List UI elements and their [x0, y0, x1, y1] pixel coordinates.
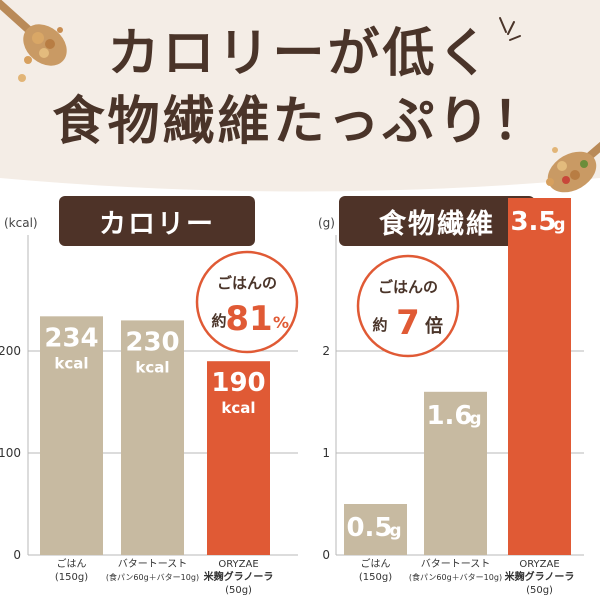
headline-line-1: カロリーが低く — [107, 24, 493, 84]
fiber-value-unit: g — [469, 409, 481, 429]
fiber-callout-suffix: 倍 — [425, 315, 443, 337]
fiber-category-detail: (50g) — [526, 585, 553, 596]
fiber-callout-value: 7 — [396, 303, 420, 343]
fiber-value-label: 3.5 — [510, 207, 556, 237]
headline-line-2: 食物繊維たっぷり！ — [52, 92, 548, 152]
calorie-value-label: 234 — [44, 323, 98, 353]
fiber-value-label: 0.5 — [346, 513, 392, 543]
fiber-category-label: ORYZAE — [519, 559, 559, 570]
calorie-category-detail: (食パン60g＋バター10g) — [106, 572, 199, 582]
fiber-unit-label: (g) — [318, 216, 335, 230]
header-background — [0, 0, 600, 193]
fiber-bar — [344, 504, 407, 555]
calorie-unit-label: (kcal) — [4, 216, 38, 230]
calorie-tick-label: 100 — [0, 446, 21, 460]
fiber-callout-line1: ごはんの — [378, 278, 438, 296]
fiber-bar — [424, 391, 487, 555]
calorie-callout-line1: ごはんの — [217, 274, 277, 292]
calorie-tick-label: 0 — [13, 548, 21, 562]
fiber-callout-prefix: 約 — [372, 316, 387, 334]
fiber-value-label: 1.6 — [426, 401, 472, 431]
fiber-category-detail: (食パン60g＋バター10g) — [409, 572, 502, 582]
calorie-category-detail: (50g) — [225, 585, 252, 596]
fiber-category-label: バタートースト — [421, 558, 491, 570]
fiber-tick-label: 2 — [322, 344, 330, 358]
calorie-callout-prefix: 約 — [211, 312, 226, 330]
calorie-value-label: 190 — [211, 368, 265, 398]
fiber-category-label-2: 米麹グラノーラ — [505, 570, 575, 583]
calorie-callout-circle — [195, 250, 299, 354]
calorie-bar — [121, 320, 184, 555]
calorie-value-unit: kcal — [135, 358, 169, 376]
calorie-category-detail: (150g) — [55, 572, 88, 583]
fiber-bar — [508, 198, 571, 555]
calorie-callout-suffix: % — [273, 313, 289, 332]
calorie-category-label: ごはん — [57, 557, 87, 570]
calorie-bar — [40, 316, 103, 555]
calorie-value-unit: kcal — [221, 399, 255, 417]
calorie-value-unit: kcal — [54, 354, 88, 372]
granola-spoon-icon — [0, 0, 67, 82]
fiber-tick-label: 0 — [322, 548, 330, 562]
calorie-tick-label: 200 — [0, 344, 21, 358]
calorie-chart-title: カロリー — [59, 196, 255, 246]
calorie-category-label-2: 米麹グラノーラ — [204, 570, 274, 583]
calorie-bar — [207, 361, 270, 555]
fiber-value-unit: g — [389, 521, 401, 541]
fiber-tick-label: 1 — [322, 446, 330, 460]
calorie-value-label: 230 — [125, 327, 179, 357]
fiber-callout-circle — [356, 254, 460, 358]
calorie-category-label: バタートースト — [118, 558, 188, 570]
calorie-category-label: ORYZAE — [218, 559, 258, 570]
fiber-category-label: ごはん — [361, 557, 391, 570]
fiber-value-unit: g — [553, 215, 565, 235]
granola-spoon-right-icon — [546, 141, 600, 193]
fiber-category-detail: (150g) — [359, 572, 392, 583]
spark-lines-icon — [499, 17, 521, 41]
calorie-callout-value: 81 — [225, 299, 272, 339]
fiber-chart-title: 食物繊維 — [339, 196, 535, 246]
